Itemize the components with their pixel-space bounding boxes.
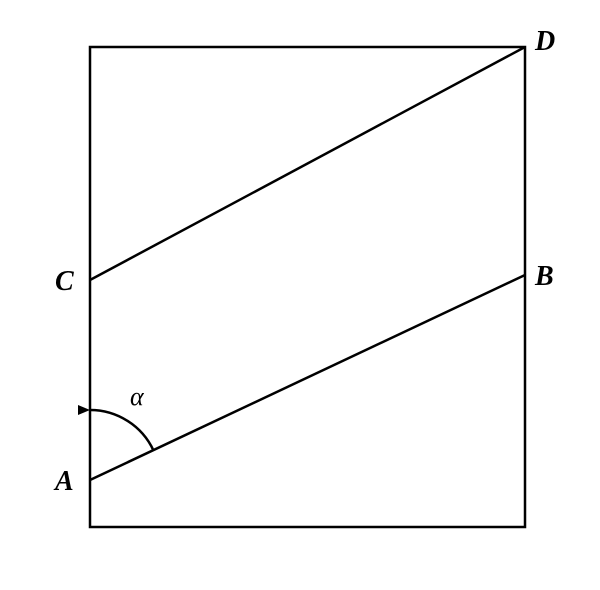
point-label-A: A — [53, 466, 74, 497]
geometry-diagram: α A B C D — [0, 0, 600, 590]
point-label-D: D — [534, 26, 555, 57]
point-label-B: B — [534, 261, 554, 292]
angle-label-alpha: α — [130, 382, 145, 411]
point-label-C: C — [55, 266, 74, 297]
